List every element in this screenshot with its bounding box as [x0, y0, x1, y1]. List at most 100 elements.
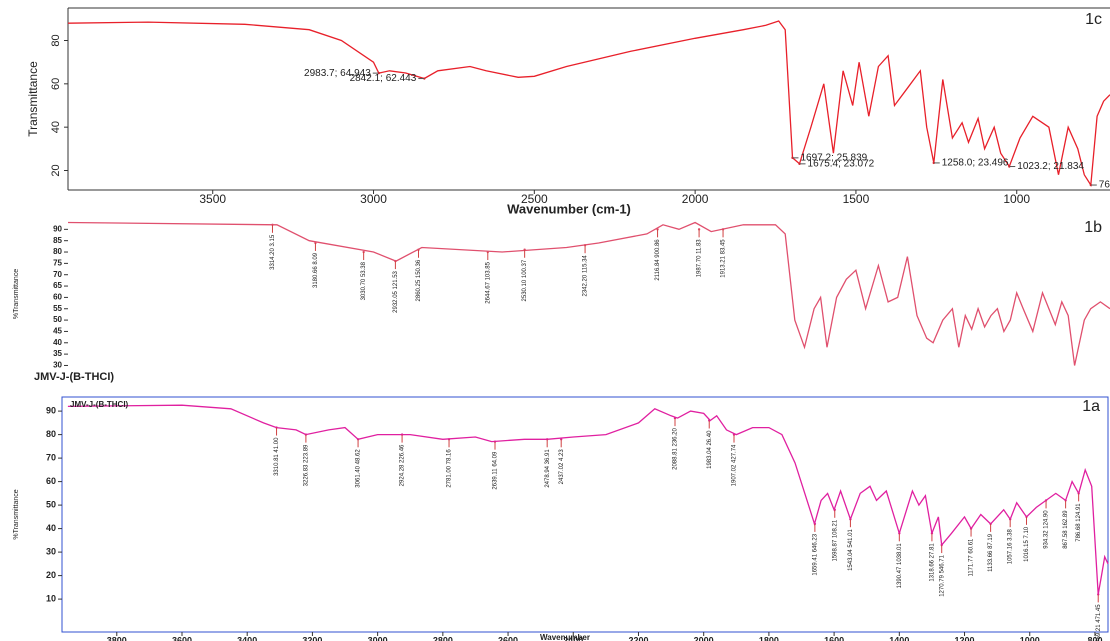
x-tick-label: 1400 — [889, 635, 909, 641]
peak-annotation: 1057.16 3.38 — [1008, 529, 1014, 565]
plot-frame — [61, 396, 1109, 633]
y-tick-label: 90 — [46, 405, 56, 415]
peak-annotation: 1270.79 546.71 — [939, 554, 945, 596]
peak-annotation: 3180.66 8.09 — [313, 252, 319, 288]
peak-annotation: 2842.1; 62.443 — [350, 73, 417, 84]
peak-annotation: 3030.70 53.38 — [361, 261, 367, 300]
y-tick-label: 65 — [53, 281, 62, 290]
y-tick-label: 80 — [50, 34, 62, 46]
x-tick-label: 1000 — [1003, 192, 1030, 206]
peak-annotation: 1987.70 11.83 — [697, 239, 703, 278]
x-tick-label: 3500 — [199, 192, 226, 206]
peak-annotation: 1318.66 27.81 — [930, 543, 936, 582]
peak-annotation: 3226.83 223.89 — [303, 444, 309, 486]
y-tick-label: 80 — [46, 429, 56, 439]
y-tick-label: 40 — [53, 338, 62, 347]
peak-annotation: 3061.40 48.62 — [356, 449, 362, 488]
peak-annotation: 2437.02 4.23 — [559, 449, 565, 485]
peak-annotation: 1598.87 108.21 — [832, 519, 838, 561]
peak-annotation: 2860.25 150.36 — [416, 259, 422, 301]
y-tick-label: 80 — [53, 247, 62, 256]
peak-annotation: 3314.20 3.15 — [270, 234, 276, 270]
peak-annotation: 3310.81 41.00 — [274, 437, 280, 476]
peak-annotation: 1023.2; 21.834 — [1017, 161, 1084, 172]
y-tick-label: 20 — [46, 570, 56, 580]
peak-annotation: 2924.28 226.46 — [400, 444, 406, 486]
y-tick-label: 85 — [53, 236, 62, 245]
panel-label: 1a — [1082, 398, 1100, 415]
x-tick-label: 2800 — [433, 635, 453, 641]
peak-annotation: 2116.84 900.86 — [655, 239, 661, 281]
peak-annotation: 2530.10 100.37 — [522, 259, 528, 301]
peak-annotation: 786.68 124.91 — [1076, 503, 1082, 542]
x-tick-label: 1600 — [824, 635, 844, 641]
y-tick-label: 70 — [53, 270, 62, 279]
y-tick-label: 60 — [46, 476, 56, 486]
x-tick-label: 1200 — [955, 635, 975, 641]
peak-marker — [1044, 499, 1048, 502]
peak-marker — [1077, 492, 1080, 495]
peak-marker — [304, 433, 308, 436]
x-tick-label: 1500 — [843, 192, 870, 206]
y-tick-label: 35 — [53, 349, 62, 358]
spectrum-line — [67, 404, 1109, 595]
peak-annotation: 759.21 471.45 — [1096, 604, 1102, 641]
y-tick-label: 50 — [46, 499, 56, 509]
x-axis-label: Wavenumber (cm-1) — [507, 201, 631, 216]
x-tick-label: 2200 — [628, 635, 648, 641]
x-tick-label: 2000 — [682, 192, 709, 206]
y-tick-label: 50 — [53, 315, 62, 324]
y-tick-label: 20 — [50, 164, 62, 176]
x-tick-label: 2000 — [694, 635, 714, 641]
peak-annotation: 1543.04 541.01 — [848, 529, 854, 571]
panel-label: 1c — [1085, 11, 1102, 28]
peak-annotation: 1171.77 60.61 — [969, 538, 975, 577]
peak-marker — [400, 433, 404, 436]
sample-label: JMV-J-(B-THCI) — [34, 371, 114, 383]
y-tick-label: 40 — [46, 523, 56, 533]
peak-annotation: 1016.15 7.10 — [1024, 526, 1030, 562]
y-tick-label: 55 — [53, 304, 62, 313]
peak-annotation: 1913.21 83.45 — [721, 239, 727, 278]
peak-annotation: 1133.66 87.19 — [988, 533, 994, 572]
peak-annotation: 2932.05 121.53 — [393, 270, 399, 312]
peak-marker — [1064, 499, 1067, 502]
y-tick-label: 60 — [53, 293, 62, 302]
x-tick-label: 3800 — [107, 635, 127, 641]
y-tick-label: 40 — [50, 121, 62, 133]
peak-annotation: 2342.20 115.34 — [583, 255, 589, 297]
peak-annotation: 2644.67 103.85 — [485, 261, 491, 303]
peak-annotation: 2478.94 36.91 — [545, 449, 551, 488]
y-tick-label: 45 — [53, 327, 62, 336]
x-axis-label: Wavenumber — [540, 633, 590, 641]
peak-annotation: 2781.00 78.16 — [447, 449, 453, 488]
x-tick-label: 1000 — [1020, 635, 1040, 641]
y-tick-label: 30 — [53, 361, 62, 370]
peak-annotation: 1390.47 1038.01 — [897, 543, 903, 589]
peak-annotation: 1907.02 427.74 — [732, 444, 738, 486]
peak-annotation: 1659.41 646.23 — [812, 533, 818, 575]
panel-label: 1b — [1084, 219, 1102, 236]
x-tick-label: 3000 — [360, 192, 387, 206]
y-tick-label: 75 — [53, 258, 62, 267]
y-tick-label: 30 — [46, 546, 56, 556]
y-axis-label: Transmittance — [26, 61, 40, 137]
peak-annotation: 2088.81 236.20 — [673, 427, 679, 469]
peak-annotation: 2983.7; 64.943 — [304, 68, 371, 79]
x-tick-label: 2500 — [521, 192, 548, 206]
spectrum-line — [67, 20, 1110, 187]
peak-annotation: 2639.11 64.09 — [493, 451, 499, 490]
x-tick-label: 3200 — [302, 635, 322, 641]
y-tick-label: 10 — [46, 593, 56, 603]
x-tick-label: 1800 — [759, 635, 779, 641]
y-axis-label: %Transmittance — [13, 269, 20, 319]
peak-annotation: 1983.04 26.40 — [707, 430, 713, 469]
peak-annotation: 1697.2; 25.839 — [801, 152, 868, 163]
peak-annotation: 934.32 124.90 — [1044, 510, 1050, 549]
peak-annotation: 1258.0; 23.496 — [942, 158, 1009, 169]
peak-annotation: 769.7; 13.293 — [1099, 180, 1110, 191]
y-tick-label: 90 — [53, 224, 62, 233]
spectrum-line — [67, 221, 1110, 366]
sample-label: JMV-J-(B-THCI) — [70, 400, 129, 409]
y-tick-label: 60 — [50, 78, 62, 90]
